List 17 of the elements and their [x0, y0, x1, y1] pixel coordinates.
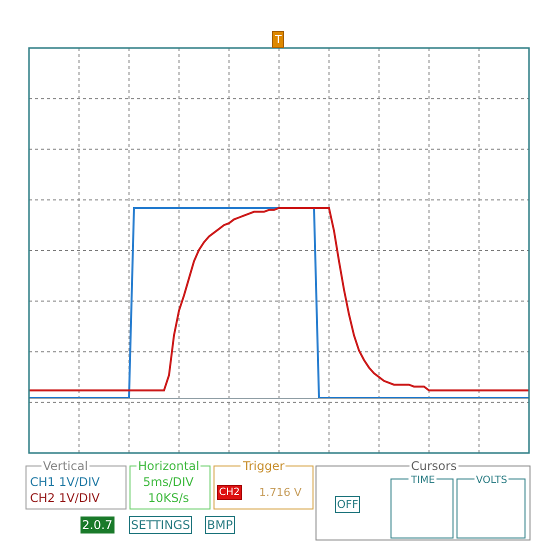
- text: SETTINGS: [131, 518, 190, 532]
- text: CH2 1V/DIV: [30, 491, 101, 505]
- text: BMP: [207, 518, 233, 532]
- text: 10KS/s: [148, 491, 190, 505]
- text: CH2: [219, 487, 240, 498]
- text: Trigger: [242, 459, 284, 473]
- text: TIME: [410, 475, 436, 486]
- text: 2.0.7: [82, 518, 113, 532]
- text: Cursors: [411, 459, 457, 473]
- text: T: [274, 33, 282, 46]
- text: Horizontal: [138, 459, 200, 473]
- text: 1.716 V: [259, 486, 302, 499]
- text: 5ms/DIV: [143, 475, 194, 489]
- text: CH1 1V/DIV: [30, 475, 101, 489]
- text: VOLTS: [476, 475, 508, 486]
- text: OFF: [337, 498, 358, 511]
- text: Vertical: [43, 459, 88, 473]
